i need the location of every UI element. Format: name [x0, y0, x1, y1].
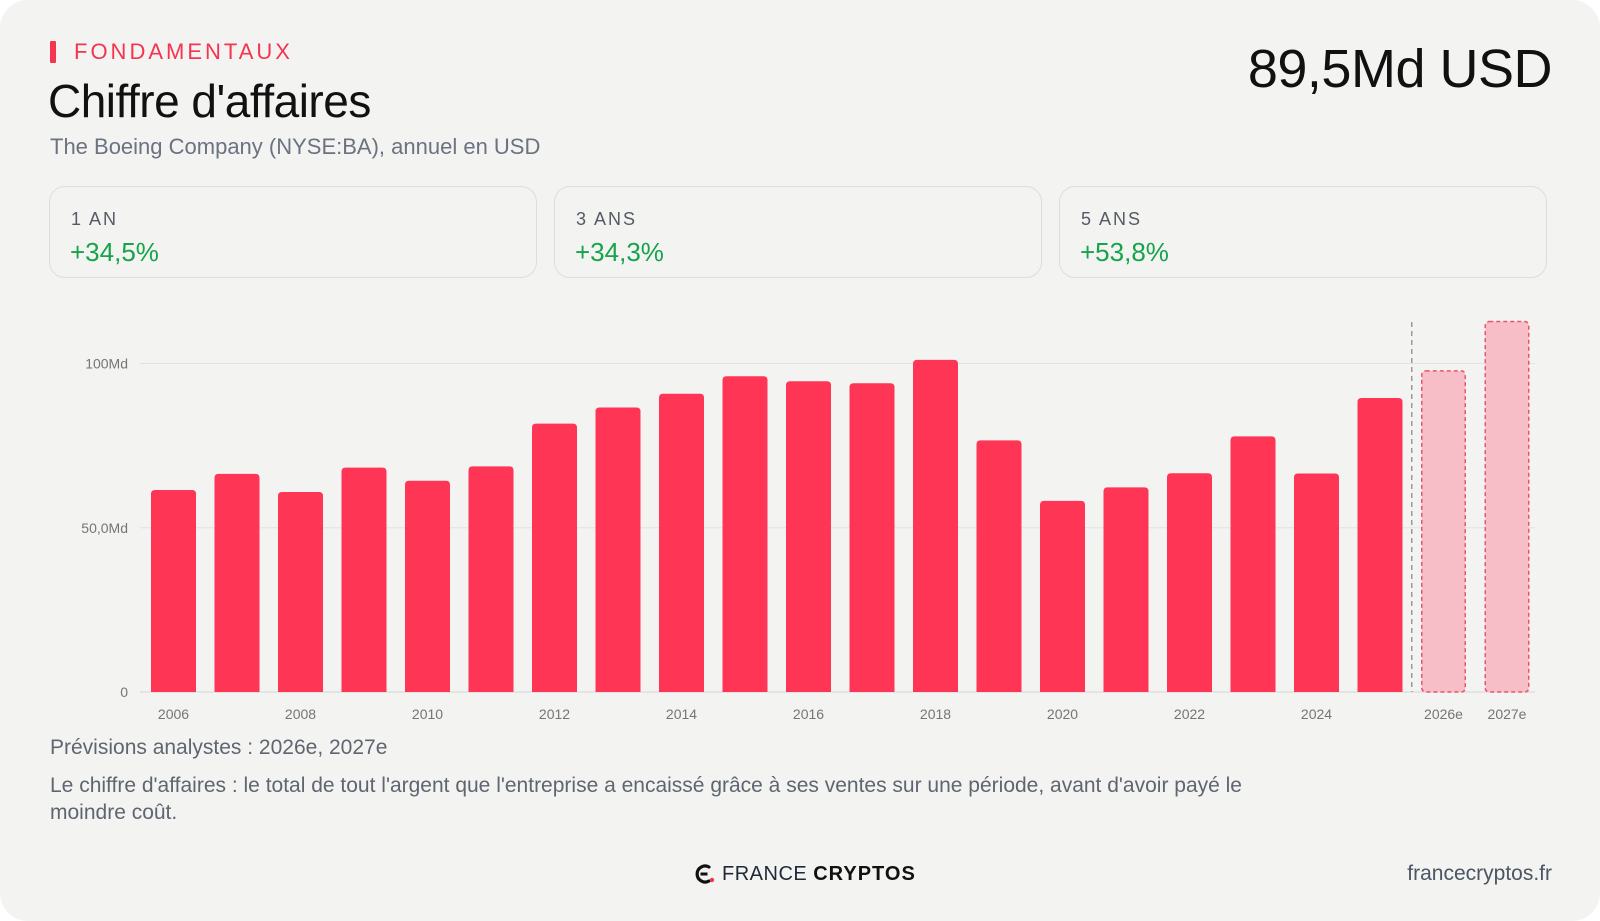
- bar-estimate-2027e: [1484, 320, 1530, 693]
- y-tick-label: 0: [120, 684, 128, 700]
- stat-card-3-years: 3 ANS +34,3%: [554, 186, 1042, 278]
- logo-text-cryptos: CRYPTOS: [813, 862, 916, 885]
- stat-label: 5 ANS: [1081, 209, 1143, 229]
- y-tick-label: 100Md: [85, 356, 128, 372]
- axis-labels: 0 50,0Md 100Md 2006 2008 2010 2012 2014 2016 2018…: [81, 356, 1526, 723]
- bar-2025: [1357, 397, 1403, 692]
- page-subtitle: The Boeing Company (NYSE:BA), annuel en …: [50, 134, 541, 159]
- x-tick-label: 2018: [920, 706, 951, 722]
- stat-value: +53,8%: [1080, 237, 1169, 267]
- headline-value: 89,5Md USD: [1247, 39, 1553, 99]
- bar-2009: [341, 467, 387, 692]
- x-tick-label: 2022: [1174, 706, 1205, 722]
- bar-2022: [1167, 473, 1212, 692]
- stat-label: 1 AN: [71, 209, 119, 229]
- bar-2010: [405, 480, 450, 692]
- site-link[interactable]: francecryptos.fr: [1407, 862, 1552, 885]
- stat-value: +34,5%: [70, 237, 159, 267]
- x-tick-label: 2027e: [1488, 706, 1527, 722]
- forecast-note: Prévisions analystes : 2026e, 2027e: [50, 736, 388, 759]
- logo-text-france: FRANCE: [722, 862, 808, 885]
- brand-logo: FRANCE CRYPTOS: [694, 860, 916, 888]
- eyebrow-label: FONDAMENTAUX: [74, 39, 293, 64]
- x-tick-label: 2024: [1301, 706, 1332, 722]
- bar-2012: [532, 423, 577, 692]
- bar-2018: [913, 359, 958, 692]
- y-tick-label: 50,0Md: [81, 520, 128, 536]
- bar-2008: [278, 491, 323, 692]
- eyebrow-accent-bar: [50, 41, 56, 63]
- bar-2017: [849, 383, 895, 692]
- bar-2013: [595, 407, 641, 692]
- bar-2015: [722, 376, 768, 692]
- stat-label: 3 ANS: [576, 209, 638, 229]
- bar-2006: [151, 489, 196, 692]
- stat-value: +34,3%: [575, 237, 664, 267]
- section-eyebrow: FONDAMENTAUX: [50, 39, 293, 64]
- x-tick-label: 2006: [158, 706, 189, 722]
- bar-2007: [214, 473, 260, 692]
- logo-mark-icon: [695, 864, 715, 884]
- bar-2016: [786, 381, 831, 692]
- x-tick-label: 2014: [666, 706, 697, 722]
- metric-description: Le chiffre d'affaires : le total de tout…: [50, 774, 1242, 824]
- bars: [151, 320, 1530, 693]
- bar-2014: [659, 393, 704, 692]
- bar-2011: [468, 466, 514, 692]
- x-tick-label: 2008: [285, 706, 316, 722]
- bar-2019: [976, 440, 1022, 692]
- stat-card-5-years: 5 ANS +53,8%: [1059, 186, 1547, 278]
- bar-2021: [1103, 487, 1149, 692]
- x-tick-label: 2020: [1047, 706, 1078, 722]
- page-title: Chiffre d'affaires: [48, 75, 371, 127]
- x-tick-label: 2026e: [1424, 706, 1463, 722]
- bar-2024: [1294, 473, 1339, 692]
- bar-estimate-2026e: [1421, 370, 1466, 693]
- x-tick-label: 2010: [412, 706, 443, 722]
- x-tick-label: 2016: [793, 706, 824, 722]
- bar-2020: [1040, 500, 1085, 692]
- stat-card-1-year: 1 AN +34,5%: [49, 186, 537, 278]
- bar-2023: [1230, 436, 1276, 692]
- revenue-bar-chart: 0 50,0Md 100Md 2006 2008 2010 2012 2014 2016 2018…: [81, 320, 1535, 723]
- x-tick-label: 2012: [539, 706, 570, 722]
